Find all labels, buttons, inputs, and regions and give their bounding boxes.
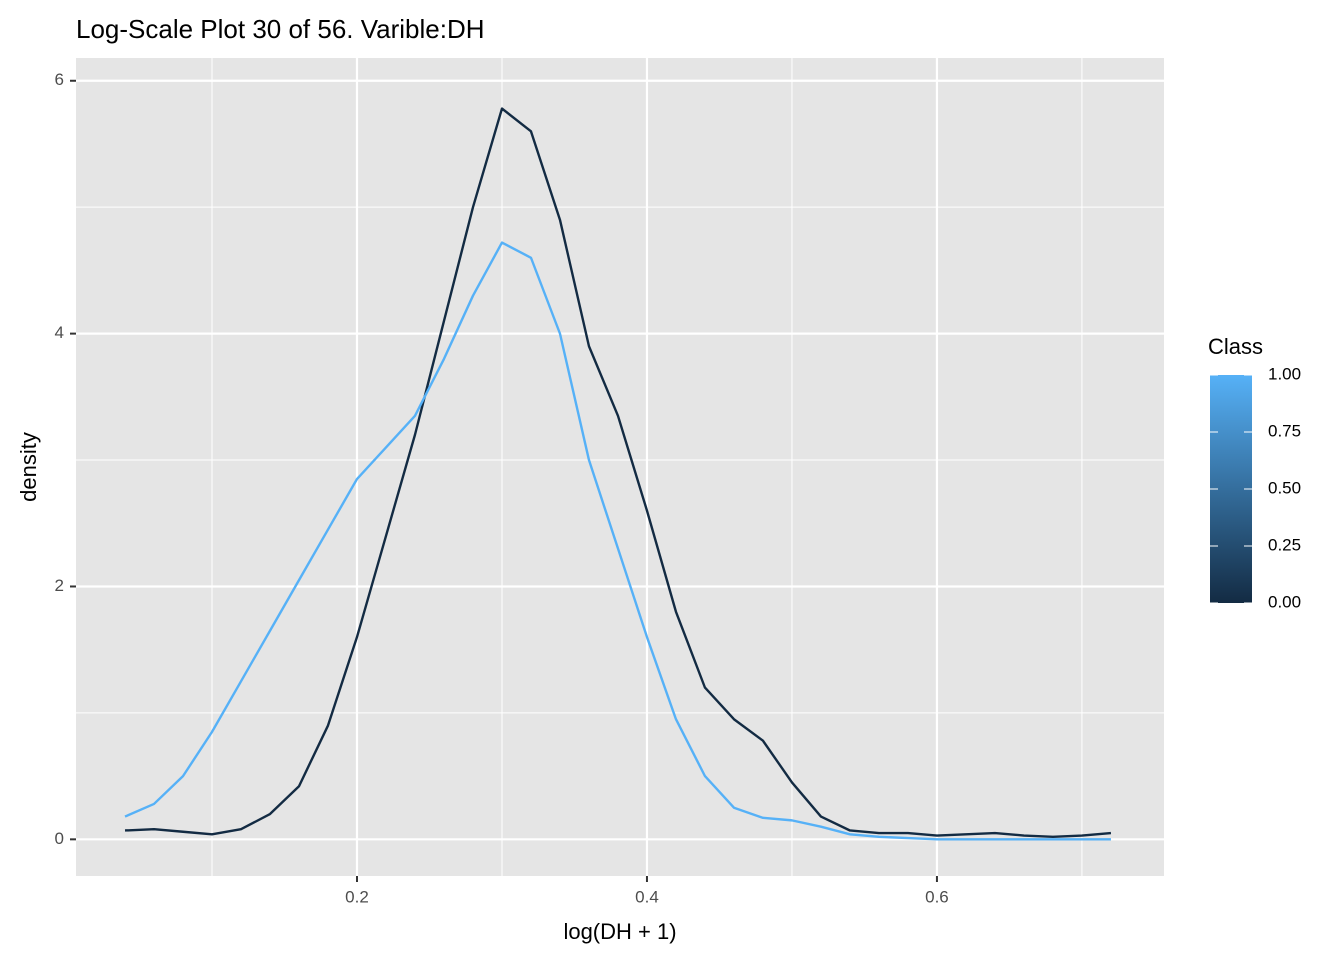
legend-title: Class	[1208, 334, 1263, 359]
x-tick-label: 0.2	[345, 887, 369, 906]
density-line	[124, 107, 1112, 839]
x-axis-label: log(DH + 1)	[563, 919, 676, 944]
y-tick-label: 2	[55, 576, 64, 595]
chart-title: Log-Scale Plot 30 of 56. Varible:DH	[76, 14, 485, 44]
colorbar-label: 1.00	[1268, 364, 1301, 383]
colorbar-label: 0.25	[1268, 535, 1301, 554]
x-tick-label: 0.6	[925, 887, 949, 906]
colorbar-label: 0.00	[1268, 592, 1301, 611]
colorbar-label: 0.50	[1268, 478, 1301, 497]
y-tick-label: 4	[55, 323, 64, 342]
colorbar-label: 0.75	[1268, 421, 1301, 440]
x-tick-label: 0.4	[635, 887, 659, 906]
y-axis-label: density	[16, 432, 41, 502]
y-tick-label: 0	[55, 829, 64, 848]
panel	[76, 58, 1164, 876]
density-line	[124, 241, 1111, 841]
y-tick-label: 6	[55, 70, 64, 89]
